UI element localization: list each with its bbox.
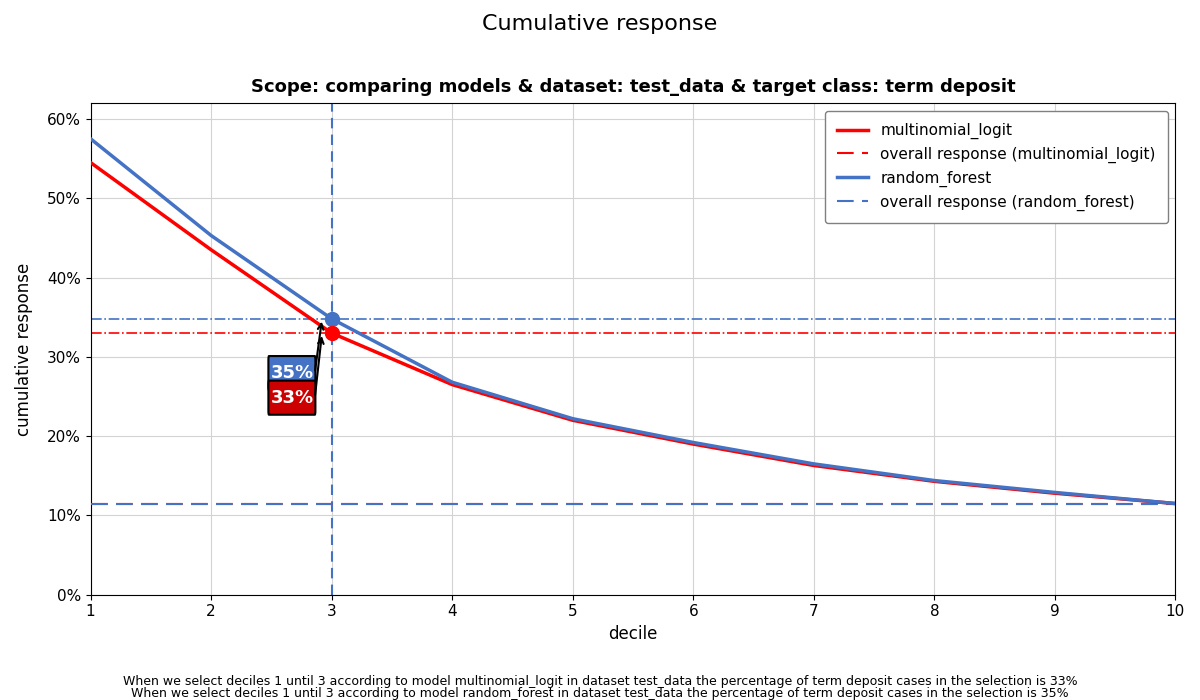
random_forest [928, 476, 942, 484]
multinomial_logit [686, 440, 701, 448]
multinomial_logit [84, 158, 98, 167]
overall response (multinomial_logit) [84, 499, 98, 508]
random_forest [806, 460, 821, 468]
random_forest [445, 378, 460, 386]
Y-axis label: cumulative response: cumulative response [14, 262, 34, 435]
Line: multinomial_logit: multinomial_logit [91, 162, 1175, 503]
random_forest [565, 414, 580, 423]
X-axis label: decile: decile [608, 625, 658, 643]
Text: Cumulative response: Cumulative response [482, 14, 718, 34]
Legend: multinomial_logit, overall response (multinomial_logit), random_forest, overall : multinomial_logit, overall response (mul… [826, 111, 1168, 223]
multinomial_logit [445, 380, 460, 389]
Text: When we select deciles 1 until 3 according to model multinomial_logit in dataset: When we select deciles 1 until 3 accordi… [122, 675, 1078, 687]
multinomial_logit [928, 477, 942, 486]
Text: 33%: 33% [270, 389, 313, 407]
random_forest [204, 231, 218, 239]
multinomial_logit [1048, 489, 1062, 498]
overall response (random_forest) [84, 499, 98, 508]
Text: 35%: 35% [270, 364, 313, 382]
multinomial_logit [565, 416, 580, 424]
random_forest [686, 438, 701, 447]
FancyBboxPatch shape [269, 356, 316, 390]
Text: When we select deciles 1 until 3 according to model random_forest in dataset tes: When we select deciles 1 until 3 accordi… [131, 687, 1069, 699]
Line: random_forest: random_forest [91, 139, 1175, 503]
FancyBboxPatch shape [269, 381, 316, 414]
multinomial_logit [204, 246, 218, 254]
random_forest [324, 314, 338, 323]
random_forest [1048, 488, 1062, 496]
multinomial_logit [806, 461, 821, 470]
random_forest [84, 134, 98, 143]
multinomial_logit [1168, 499, 1182, 508]
random_forest [1168, 499, 1182, 508]
Title: Scope: comparing models & dataset: test_data & target class: term deposit: Scope: comparing models & dataset: test_… [251, 78, 1015, 96]
multinomial_logit [324, 329, 338, 337]
